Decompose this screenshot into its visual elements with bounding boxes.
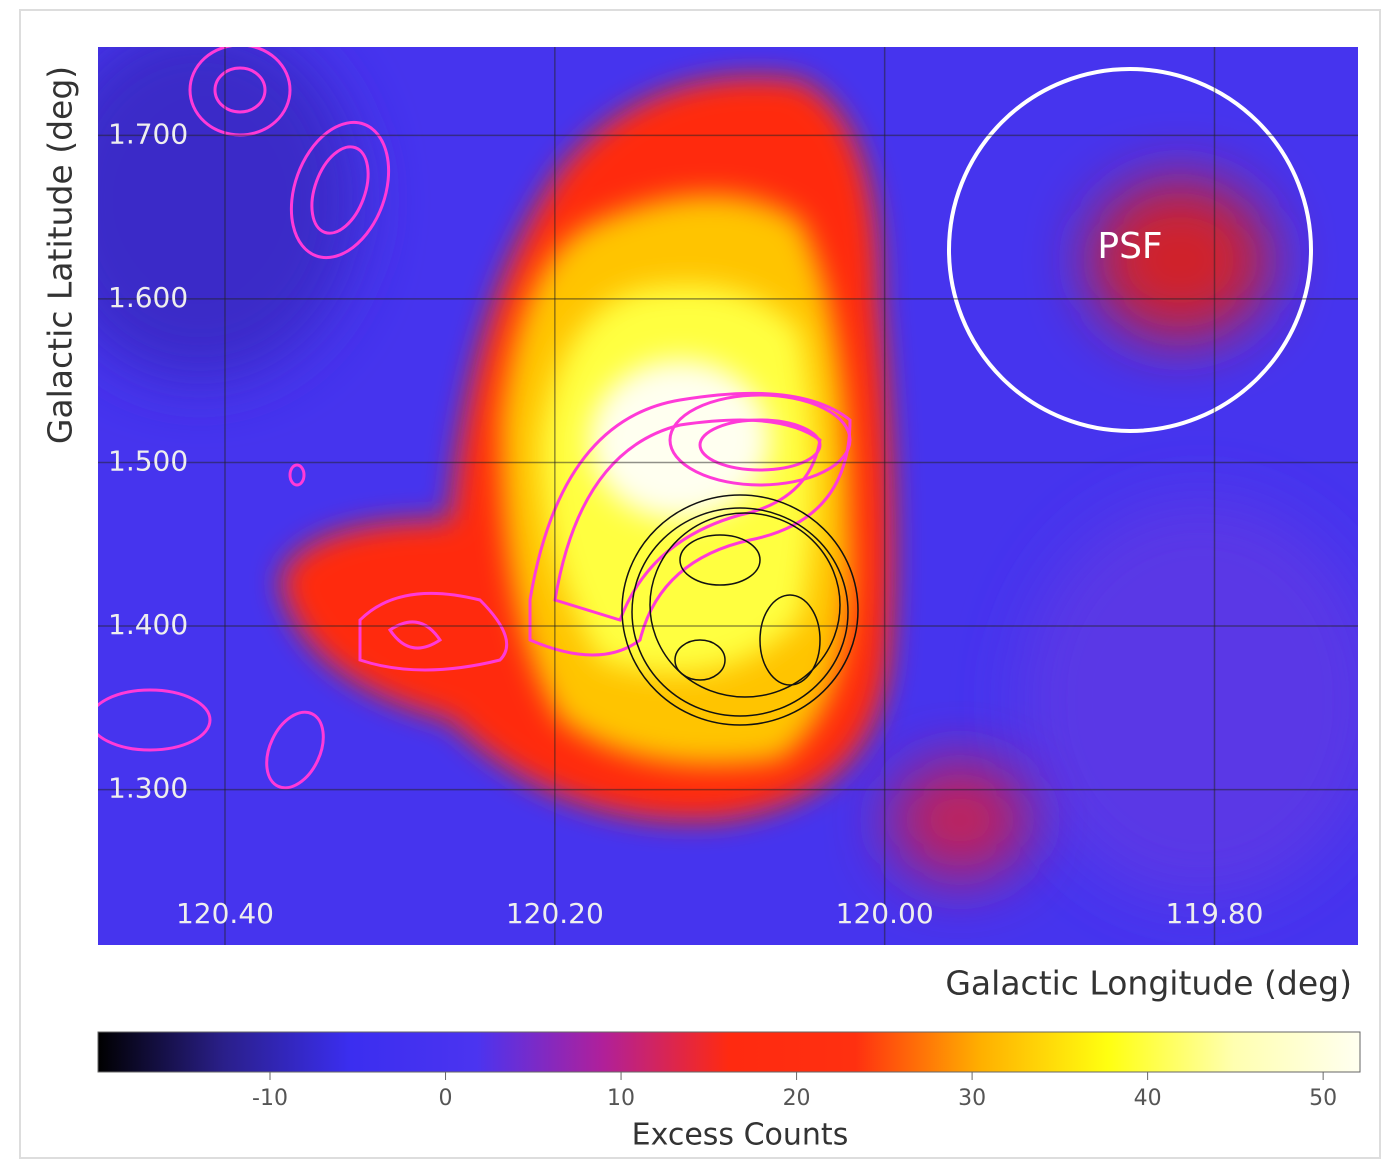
colorbar-tick-label: 40 <box>1134 1086 1162 1111</box>
remnant-contours <box>621 494 859 726</box>
colorbar-title: Excess Counts <box>632 1118 849 1153</box>
y-tick-label: 1.700 <box>108 117 188 150</box>
colorbar-tick-label: 30 <box>958 1086 986 1111</box>
y-tick-label: 1.600 <box>108 281 188 314</box>
contours <box>98 47 852 790</box>
colorbar-tick-label: 10 <box>607 1086 635 1111</box>
x-tick-label: 120.00 <box>836 897 934 930</box>
frame <box>19 9 1381 1159</box>
colorbar-tick-label: -10 <box>252 1086 288 1111</box>
x-axis-title: Galactic Longitude (deg) <box>945 964 1352 1003</box>
colorbar-tick-label: 50 <box>1309 1086 1337 1111</box>
sky-image <box>98 47 1358 945</box>
x-tick-label: 120.20 <box>506 897 604 930</box>
x-tick-label: 119.80 <box>1166 897 1264 930</box>
colorbar <box>97 1031 1361 1073</box>
y-tick-label: 1.500 <box>108 444 188 477</box>
psf-circle <box>947 67 1313 433</box>
psf-label: PSF <box>1097 226 1162 267</box>
colorbar-tick-label: 20 <box>783 1086 811 1111</box>
x-tick-label: 120.40 <box>176 897 274 930</box>
colorbar-tick-label: 0 <box>439 1086 453 1111</box>
y-tick-label: 1.300 <box>108 772 188 805</box>
y-tick-label: 1.400 <box>108 608 188 641</box>
y-axis-title: Galactic Latitude (deg) <box>41 66 80 444</box>
